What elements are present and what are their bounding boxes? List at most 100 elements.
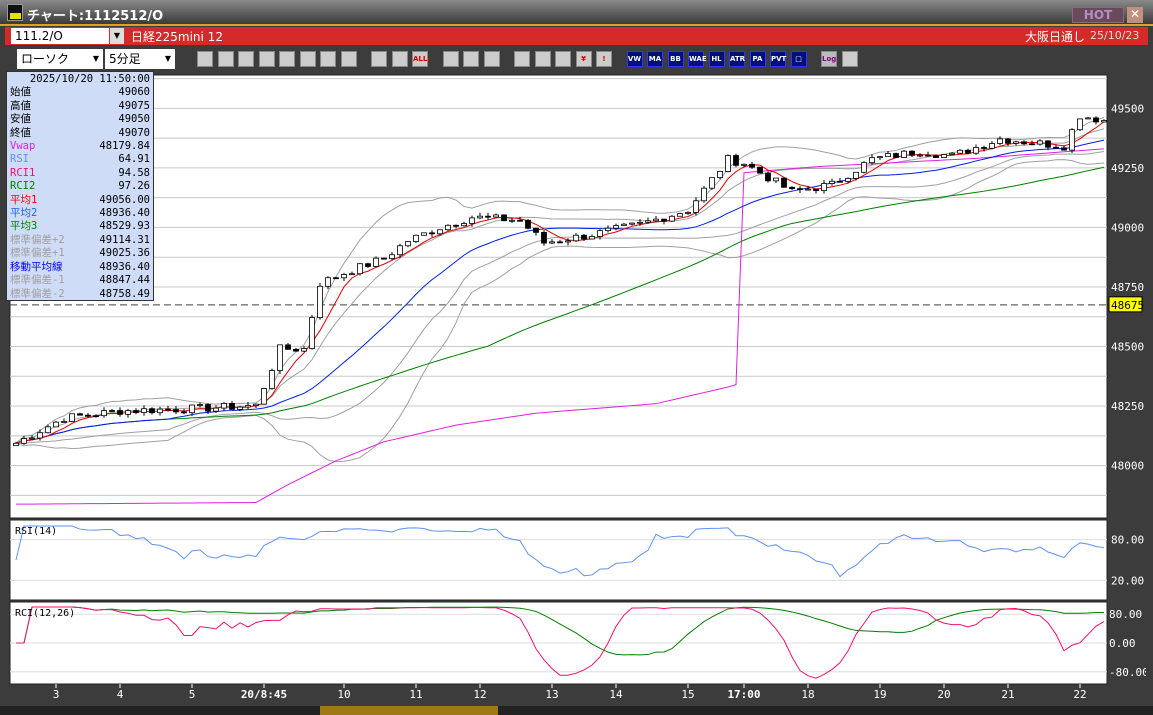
candle-body [845, 178, 851, 182]
candle-body [1005, 138, 1011, 144]
timeframe-select[interactable]: 5分足 ▼ [105, 49, 175, 69]
candle-shrink-icon[interactable] [391, 51, 408, 67]
zoom-icon[interactable] [197, 51, 213, 67]
vwap-button[interactable]: VW [626, 51, 643, 67]
candle-body [285, 344, 291, 350]
pencil-icon[interactable] [238, 51, 254, 67]
export-icon[interactable] [841, 51, 858, 67]
wrench-icon[interactable] [463, 51, 479, 67]
price-tick: 48750 [1111, 281, 1144, 294]
candle-body [813, 188, 819, 191]
symbol-name: 日経225mini 12 [131, 30, 223, 44]
horizontal-scrollbar[interactable] [0, 706, 1153, 715]
candle-body [901, 150, 907, 158]
candle-expand-icon[interactable] [371, 51, 387, 67]
info-row: Vwap 48179.84 [10, 140, 150, 153]
warning-icon[interactable]: ! [596, 51, 612, 67]
crosshair-icon[interactable] [217, 51, 234, 67]
x-tick-label: 14 [609, 688, 623, 701]
eraser-icon[interactable] [299, 51, 316, 67]
settings-gear-icon[interactable] [442, 51, 459, 67]
x-tick-label: 10 [337, 688, 350, 701]
bar-chart-icon[interactable] [555, 51, 571, 67]
x-tick-label: 4 [117, 688, 124, 701]
candle-body [45, 426, 51, 434]
info-row: 安値 49050 [10, 113, 150, 126]
x-tick-label: 22 [1073, 688, 1086, 701]
all-button[interactable]: ALL [412, 51, 428, 67]
candle-body [485, 215, 491, 218]
candle-body [1061, 147, 1067, 151]
candle-body [989, 143, 995, 149]
line-arrow-icon[interactable] [258, 51, 275, 67]
chart-type-select[interactable]: ローソク ▼ [17, 49, 103, 69]
candle-body [621, 223, 627, 226]
x-tick-label: 3 [53, 688, 60, 701]
info-value: 49056.00 [99, 193, 150, 206]
download-icon[interactable] [514, 51, 530, 67]
wae-button[interactable]: WAE [688, 51, 707, 67]
price-chart[interactable]: 49500 49250 49000 48750 48500 48250 48000 48675… [8, 74, 1149, 706]
pointer-icon[interactable] [279, 51, 295, 67]
document-icon[interactable] [320, 51, 336, 67]
ma-button[interactable]: MA [647, 51, 663, 67]
log-button[interactable]: Log [821, 51, 837, 67]
candle-body [61, 421, 67, 423]
candle-body [781, 177, 787, 188]
vwap-line [15, 148, 1105, 505]
candle-body [101, 410, 107, 417]
search-chart-icon[interactable] [534, 51, 551, 67]
info-row: 平均1 49056.00 [10, 194, 150, 207]
candle-body [709, 177, 715, 189]
candle-body [517, 219, 523, 222]
candle-body [941, 154, 947, 158]
info-label: RCI1 [10, 166, 36, 179]
candle-body [525, 219, 531, 229]
candle-body [429, 232, 435, 235]
para-button[interactable]: PA [749, 51, 766, 67]
info-row: 平均3 48529.93 [10, 220, 150, 233]
candle-body [789, 186, 795, 190]
rci1-line [16, 606, 1105, 679]
info-value: 48936.40 [99, 207, 150, 220]
candle-body [21, 438, 27, 444]
candle-body [933, 155, 939, 158]
hot-button[interactable]: HOT [1072, 7, 1124, 23]
candle-body [1013, 141, 1019, 144]
yen-icon[interactable]: ¥ [575, 51, 592, 67]
candle-body [53, 421, 59, 428]
atr-button[interactable]: ATR [729, 51, 745, 67]
candle-body [597, 230, 603, 237]
pvt-button[interactable]: PVT [770, 51, 786, 67]
info-label: 終値 [10, 126, 31, 139]
candle-body [773, 177, 779, 182]
candle-body [725, 155, 731, 172]
trash-icon[interactable] [340, 51, 357, 67]
hl-button[interactable]: HL [708, 51, 725, 67]
candle-body [1085, 117, 1091, 120]
candle-body [1053, 146, 1059, 149]
candle-body [229, 403, 235, 410]
candle-body [741, 163, 747, 166]
info-label: 高値 [10, 99, 31, 112]
candle-body [973, 147, 979, 154]
x-tick-label: 17:00 [727, 688, 760, 701]
candle-body [821, 183, 827, 191]
scrollbar-thumb[interactable] [320, 706, 498, 715]
candle-body [141, 408, 147, 413]
symbol-input[interactable]: 111.2/O [11, 28, 109, 44]
info-row: 高値 49075 [10, 100, 150, 113]
symbol-dropdown-button[interactable]: ▼ [110, 28, 124, 44]
candle-body [853, 171, 859, 179]
color-palette-icon[interactable] [483, 51, 500, 67]
chart-area[interactable]: 49500 49250 49000 48750 48500 48250 48000 48675… [8, 74, 1149, 706]
frame-button[interactable]: □ [790, 51, 807, 67]
candle-body [293, 348, 299, 352]
rci2-line [16, 606, 1104, 656]
current-price-label: 48675 [1111, 299, 1144, 312]
close-button[interactable]: ✕ [1127, 7, 1143, 23]
bb-button[interactable]: BB [667, 51, 684, 67]
candle-body [701, 187, 707, 202]
candle-body [693, 200, 699, 213]
rci-tick: -80.00 [1109, 666, 1146, 679]
